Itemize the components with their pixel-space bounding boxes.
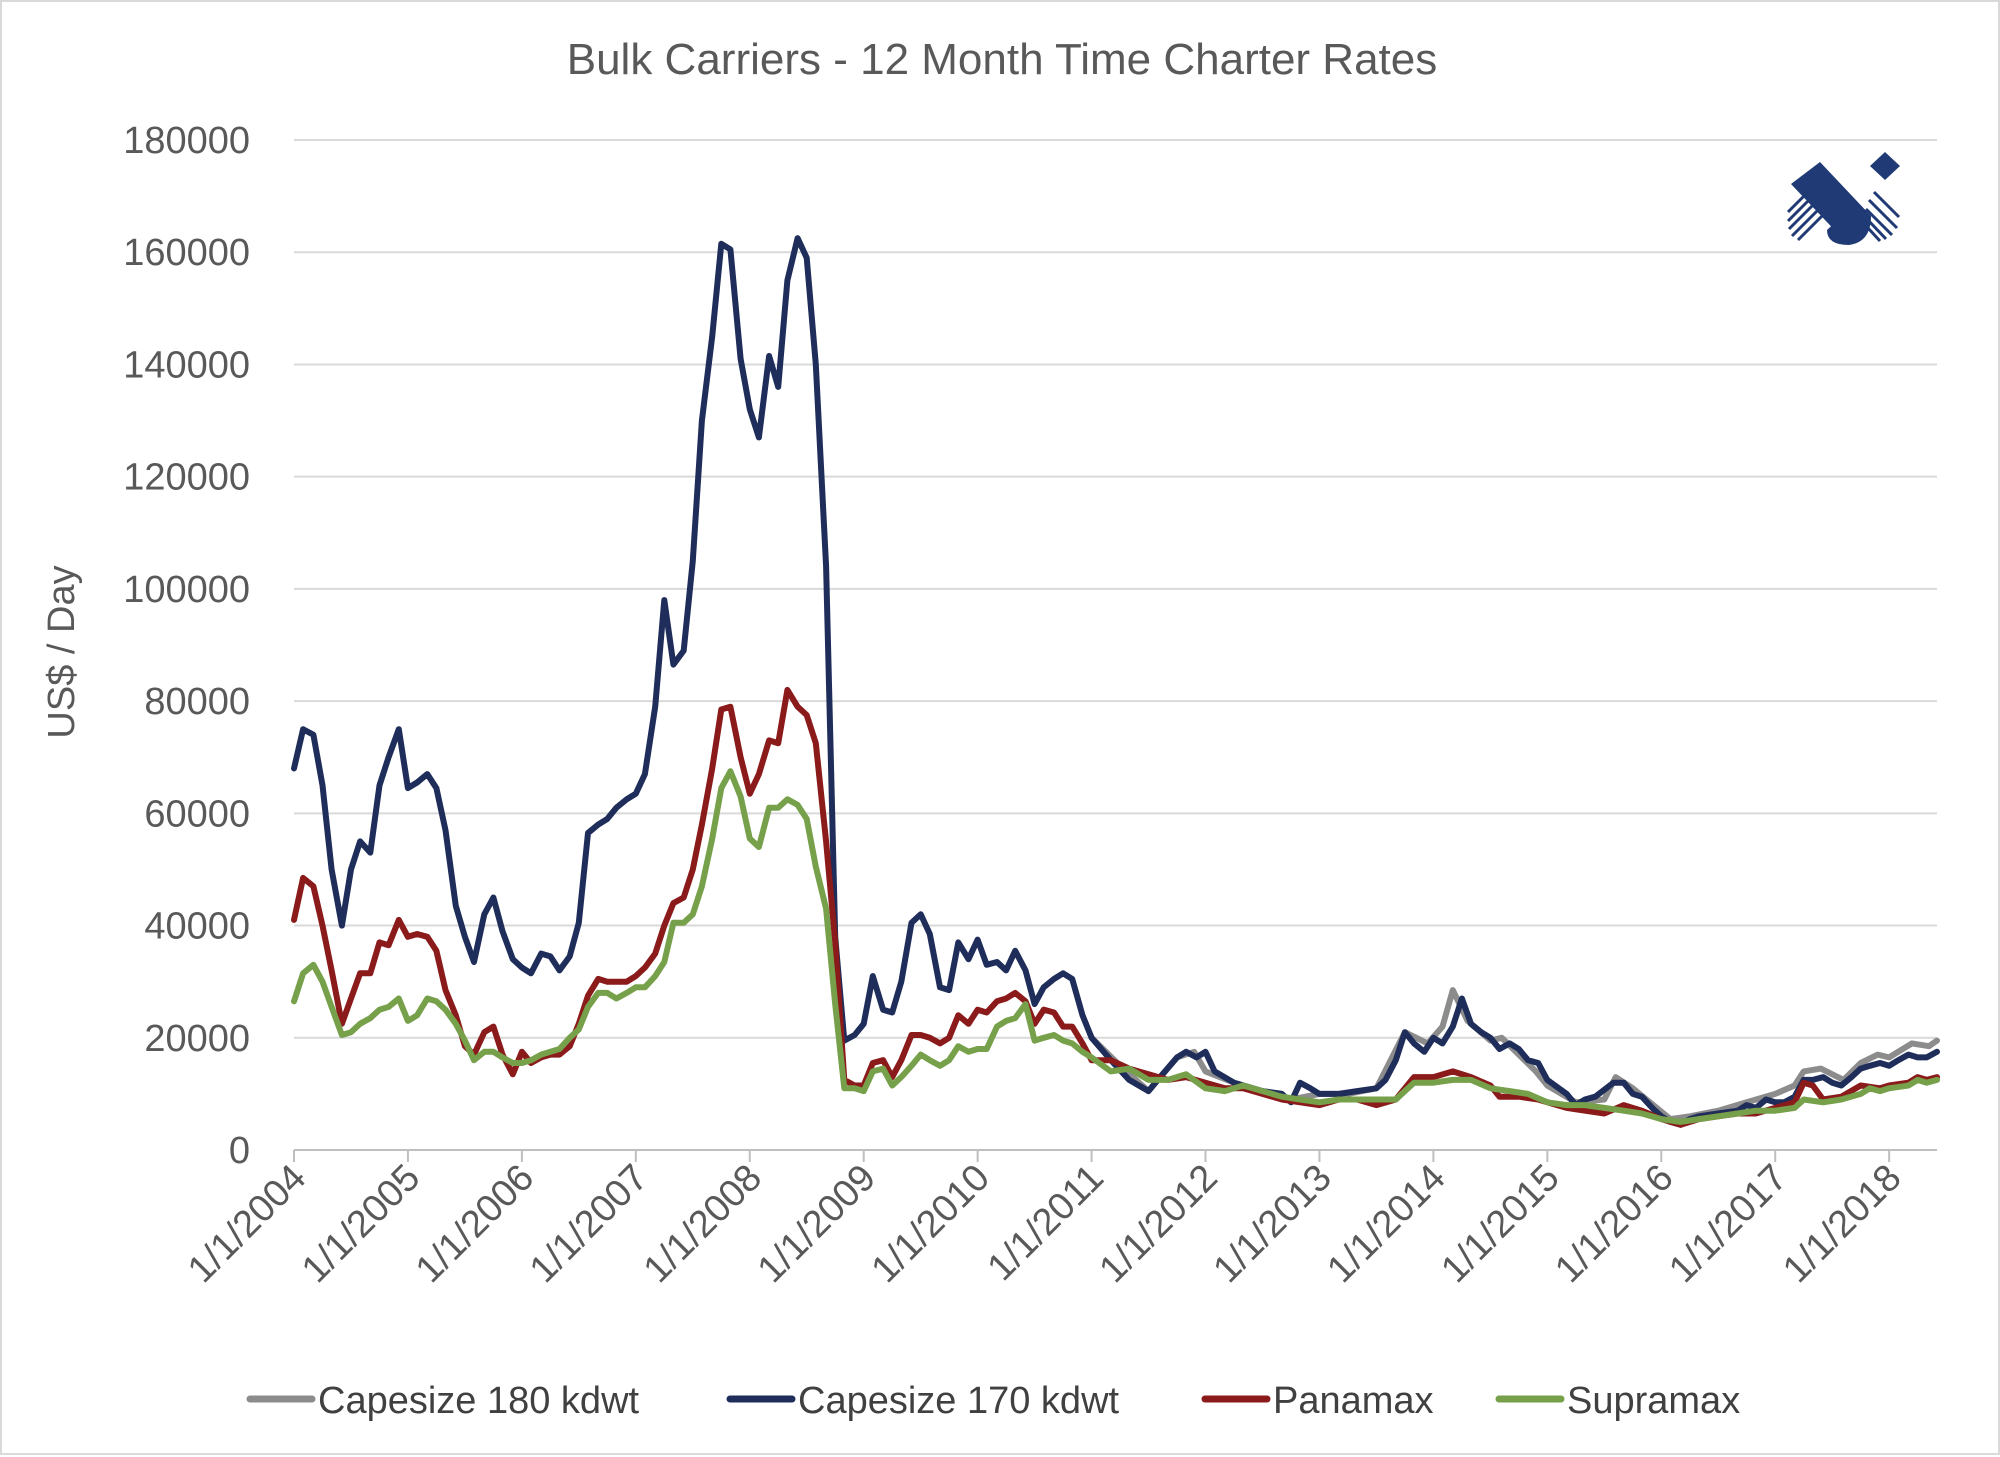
- y-tick-label: 40000: [144, 906, 250, 948]
- y-axis-label: US$ / Day: [41, 565, 83, 738]
- x-tick-label: 1/1/2008: [636, 1157, 770, 1291]
- legend: Capesize 180 kdwt Capesize 170 kdwt Panama…: [246, 1380, 1740, 1422]
- y-tick-label: 0: [229, 1130, 250, 1172]
- x-tick-label: 1/1/2010: [864, 1157, 998, 1291]
- x-tick-label: 1/1/2013: [1206, 1157, 1340, 1291]
- x-tick-label: 1/1/2018: [1775, 1157, 1909, 1291]
- x-tick-label: 1/1/2016: [1547, 1157, 1681, 1291]
- series-line-supramax: [291, 768, 1940, 1125]
- x-tick-label: 1/1/2015: [1433, 1157, 1567, 1291]
- y-tick-label: 20000: [144, 1018, 250, 1060]
- chart-title: Bulk Carriers - 12 Month Time Charter Ra…: [567, 35, 1438, 84]
- series-line-capesize-170-kdwt: [291, 235, 1940, 1128]
- gridlines: [294, 139, 1937, 1039]
- x-tick-label: 1/1/2011: [980, 1157, 1112, 1289]
- company-logo: [1786, 152, 1901, 245]
- y-tick-label: 120000: [123, 457, 250, 499]
- x-tick-label: 1/1/2009: [750, 1157, 884, 1291]
- y-tick-label: 140000: [123, 344, 250, 386]
- series-lines: [291, 235, 1940, 1128]
- y-tick-label: 60000: [144, 793, 250, 835]
- y-tick-label: 160000: [123, 232, 250, 274]
- x-tick-label: 1/1/2004: [180, 1157, 314, 1291]
- x-tick-label: 1/1/2014: [1319, 1157, 1453, 1291]
- legend-label: Supramax: [1567, 1380, 1740, 1422]
- x-tick-label: 1/1/2006: [408, 1157, 542, 1291]
- legend-label: Capesize 180 kdwt: [318, 1380, 640, 1422]
- legend-label: Panamax: [1273, 1380, 1434, 1422]
- series-line-panamax: [291, 686, 1940, 1128]
- legend-label: Capesize 170 kdwt: [798, 1380, 1120, 1422]
- x-tick-label: 1/1/2017: [1661, 1157, 1795, 1291]
- y-tick-label: 80000: [144, 681, 250, 723]
- x-tick-label: 1/1/2012: [1092, 1157, 1226, 1291]
- y-tick-label: 180000: [123, 120, 250, 162]
- x-tick-label: 1/1/2007: [522, 1157, 656, 1291]
- y-tick-label: 100000: [123, 569, 250, 611]
- x-tick-label: 1/1/2005: [294, 1157, 428, 1291]
